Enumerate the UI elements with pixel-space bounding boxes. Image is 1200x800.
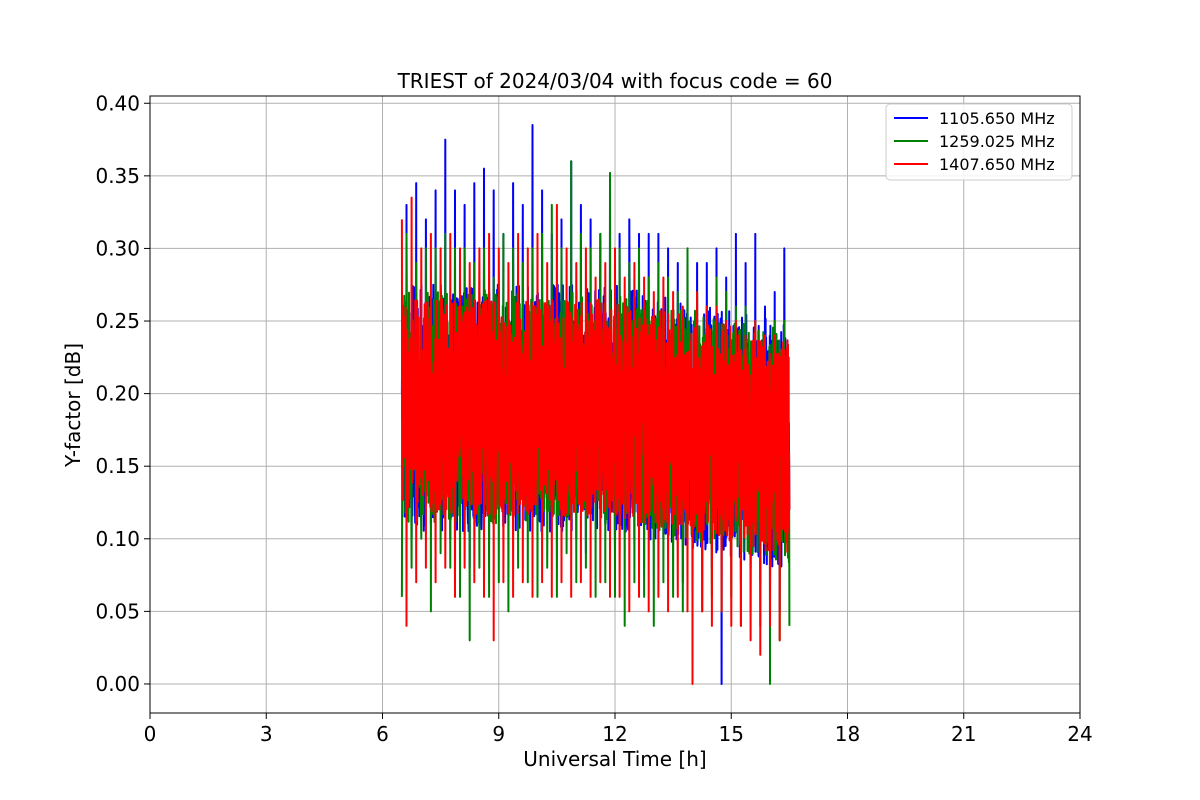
x-tick-label: 24 bbox=[1067, 722, 1092, 746]
x-tick-label: 0 bbox=[144, 722, 157, 746]
x-tick-label: 9 bbox=[492, 722, 505, 746]
y-axis: 0.00 0.05 0.10 0.15 0.20 0.25 0.30 0.35 0.40 bbox=[95, 91, 150, 696]
series-line-3 bbox=[400, 196, 791, 685]
legend-entry-label: 1407.650 MHz bbox=[939, 155, 1055, 174]
y-tick-label: 0.30 bbox=[95, 236, 140, 260]
x-tick-label: 6 bbox=[376, 722, 389, 746]
y-tick-label: 0.40 bbox=[95, 91, 140, 115]
x-tick-label: 15 bbox=[719, 722, 744, 746]
y-tick-label: 0.20 bbox=[95, 382, 140, 406]
y-tick-label: 0.05 bbox=[95, 599, 140, 623]
x-tick-label: 21 bbox=[951, 722, 976, 746]
legend: 1105.650 MHz 1259.025 MHz 1407.650 MHz bbox=[885, 103, 1073, 181]
x-tick-label: 3 bbox=[260, 722, 273, 746]
x-tick-label: 12 bbox=[602, 722, 627, 746]
y-axis-label: Y-factor [dB] bbox=[61, 343, 85, 468]
legend-box bbox=[885, 103, 1073, 181]
series-lines bbox=[400, 124, 791, 685]
legend-entry-label: 1105.650 MHz bbox=[939, 109, 1055, 128]
x-tick-label: 18 bbox=[835, 722, 860, 746]
y-tick-label: 0.10 bbox=[95, 527, 140, 551]
legend-entry-label: 1259.025 MHz bbox=[939, 132, 1055, 151]
y-tick-label: 0.25 bbox=[95, 309, 140, 333]
x-axis: 0 3 6 9 12 15 18 21 24 bbox=[144, 713, 1093, 746]
y-tick-label: 0.15 bbox=[95, 454, 140, 478]
y-tick-label: 0.35 bbox=[95, 164, 140, 188]
chart-title: TRIEST of 2024/03/04 with focus code = 6… bbox=[397, 69, 833, 93]
x-axis-label: Universal Time [h] bbox=[523, 747, 706, 771]
y-tick-label: 0.00 bbox=[95, 672, 140, 696]
